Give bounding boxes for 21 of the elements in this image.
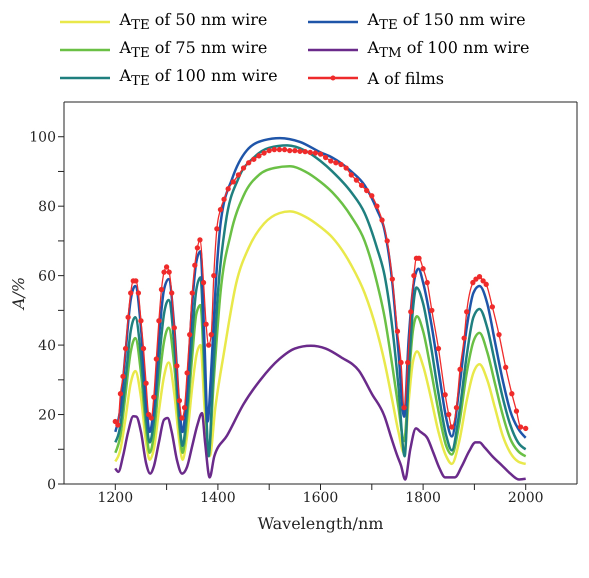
line-series [114, 210, 527, 466]
y-tick-label: 80 [38, 199, 56, 216]
x-tick-label: 1200 [97, 490, 134, 506]
legend-label: A$_{TE}$ of 75 nm wire [120, 38, 268, 62]
x-axis-title: Wavelength/nm [258, 514, 384, 533]
legend-label: A$_{TE}$ of 100 nm wire [120, 66, 278, 90]
x-tick-label: 2000 [508, 490, 544, 506]
line-series [114, 344, 527, 481]
y-tick-label: 100 [29, 130, 56, 146]
legend-label: A$_{TE}$ of 150 nm wire [368, 10, 526, 34]
y-tick-label: 0 [47, 476, 56, 493]
legend-label: A of films [368, 68, 444, 88]
x-tick-label: 1600 [302, 490, 338, 506]
legend-label: A$_{TE}$ of 50 nm wire [120, 10, 268, 34]
x-tick-label: 1800 [405, 490, 441, 506]
y-axis-title: A/% [9, 276, 28, 312]
y-tick-label: 20 [38, 408, 56, 424]
y-tick-label: 40 [38, 338, 56, 354]
legend-label: A$_{TM}$ of 100 nm wire [368, 38, 530, 62]
x-tick-label: 1400 [200, 490, 236, 506]
y-tick-label: 60 [38, 268, 56, 285]
